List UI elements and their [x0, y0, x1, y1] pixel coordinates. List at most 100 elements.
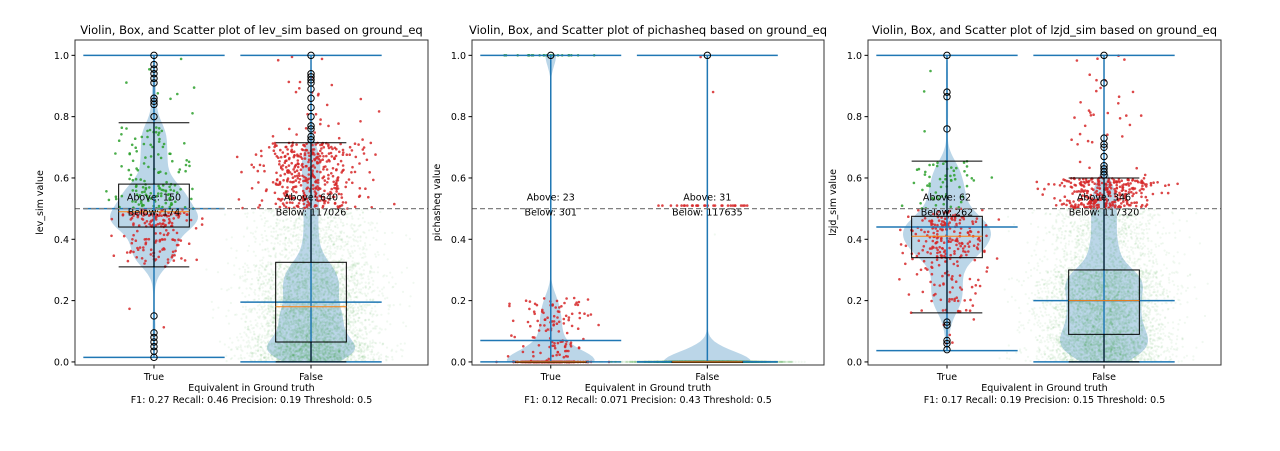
data-point	[359, 283, 361, 285]
data-point	[273, 332, 275, 334]
data-point	[364, 242, 366, 244]
data-point	[126, 251, 129, 254]
data-point	[264, 209, 266, 211]
data-point	[284, 267, 286, 269]
data-point	[382, 275, 384, 277]
data-point	[285, 319, 287, 321]
data-point	[260, 306, 262, 308]
data-point	[298, 253, 300, 255]
data-point	[142, 249, 145, 252]
data-point	[120, 133, 123, 136]
data-point	[245, 317, 247, 319]
data-point	[351, 269, 353, 271]
data-point	[323, 319, 325, 321]
data-point	[265, 342, 267, 344]
data-point	[319, 236, 321, 238]
data-point	[237, 346, 239, 348]
data-point	[279, 243, 281, 245]
data-point	[360, 275, 362, 277]
data-point	[340, 231, 342, 233]
data-point	[350, 236, 352, 238]
data-point	[357, 218, 359, 220]
data-point	[125, 81, 128, 84]
data-point	[132, 224, 135, 227]
data-point	[353, 277, 355, 279]
data-point	[113, 254, 116, 257]
data-point	[341, 255, 343, 257]
data-point	[262, 249, 264, 251]
data-point	[273, 231, 275, 233]
data-point	[233, 274, 235, 276]
data-point	[278, 314, 280, 316]
data-point	[303, 238, 305, 240]
data-point	[228, 310, 230, 312]
data-point	[328, 284, 330, 286]
data-point	[321, 254, 323, 256]
data-point	[359, 247, 361, 249]
data-point	[146, 130, 149, 133]
data-point	[288, 240, 290, 242]
data-point	[275, 252, 277, 254]
data-point	[371, 315, 373, 317]
data-point	[372, 327, 374, 329]
data-point	[248, 328, 250, 330]
data-point	[330, 356, 332, 358]
data-point	[354, 321, 356, 323]
data-point	[145, 241, 148, 244]
data-point	[157, 153, 160, 156]
data-point	[384, 232, 386, 234]
data-point	[331, 220, 333, 222]
data-point	[373, 290, 375, 292]
data-point	[248, 294, 250, 296]
data-point	[324, 314, 326, 316]
data-point	[313, 253, 315, 255]
data-point	[236, 336, 238, 338]
data-point	[350, 292, 352, 294]
data-point	[362, 248, 364, 250]
data-point	[253, 236, 255, 238]
data-point	[163, 143, 166, 146]
data-point	[343, 320, 345, 322]
data-point	[293, 346, 295, 348]
data-point	[248, 245, 250, 247]
data-point	[176, 232, 179, 235]
data-point	[299, 298, 301, 300]
data-point	[132, 251, 135, 254]
data-point	[362, 252, 364, 254]
data-point	[305, 266, 307, 268]
data-point	[282, 287, 284, 289]
data-point	[304, 254, 306, 256]
data-point	[393, 304, 395, 306]
data-point	[368, 288, 370, 290]
data-point	[357, 245, 359, 247]
data-point	[144, 156, 147, 159]
data-point	[217, 307, 219, 309]
data-point	[359, 224, 361, 226]
data-point	[250, 347, 252, 349]
data-point	[347, 251, 349, 253]
data-point	[307, 313, 309, 315]
data-point	[249, 359, 251, 361]
data-point	[364, 293, 366, 295]
data-point	[361, 266, 363, 268]
data-point	[294, 260, 296, 262]
data-point	[191, 112, 194, 115]
data-point	[248, 309, 250, 311]
data-point	[244, 274, 246, 276]
data-point	[350, 299, 352, 301]
data-point	[362, 303, 364, 305]
data-point	[246, 216, 248, 218]
data-point	[352, 336, 354, 338]
data-point	[408, 305, 410, 307]
data-point	[285, 244, 287, 246]
data-point	[374, 310, 376, 312]
data-point	[286, 266, 288, 268]
data-point	[348, 294, 350, 296]
data-point	[250, 311, 252, 313]
data-point	[384, 243, 386, 245]
data-point	[121, 126, 124, 129]
data-point	[380, 314, 382, 316]
data-point	[276, 238, 278, 240]
data-point	[302, 331, 304, 333]
data-point	[244, 280, 246, 282]
